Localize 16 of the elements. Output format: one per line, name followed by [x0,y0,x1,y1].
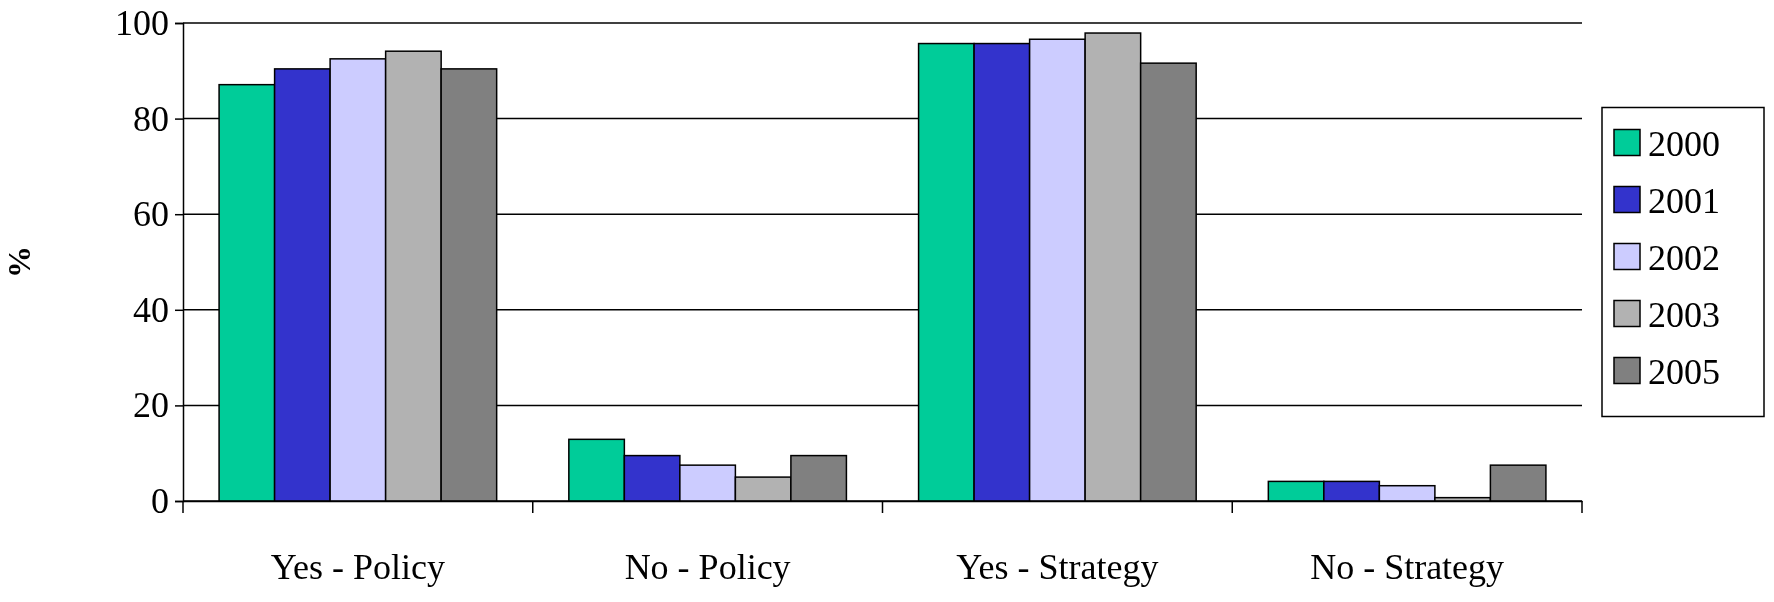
x-tick-label: No - Policy [624,546,791,587]
y-tick-label: 60 [133,194,169,235]
legend-label: 2002 [1648,237,1720,278]
y-tick-label: 100 [115,3,169,44]
x-tick-label: Yes - Policy [270,546,446,587]
y-tick-label: 80 [133,98,169,139]
y-axis-title: % [1,246,37,278]
x-tick-label: Yes - Strategy [956,546,1159,587]
legend-label: 2003 [1648,294,1720,335]
y-tick-label: 20 [133,385,169,426]
legend-label: 2000 [1648,123,1720,164]
y-tick-label: 40 [133,289,169,330]
y-tick-label: 0 [151,481,169,522]
legend-label: 2001 [1648,180,1720,221]
legend-label: 2005 [1648,351,1720,392]
x-tick-label: No - Strategy [1310,546,1505,587]
